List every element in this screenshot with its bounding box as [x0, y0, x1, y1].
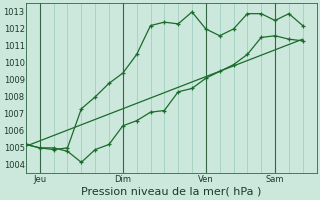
X-axis label: Pression niveau de la mer( hPa ): Pression niveau de la mer( hPa ) — [81, 187, 261, 197]
